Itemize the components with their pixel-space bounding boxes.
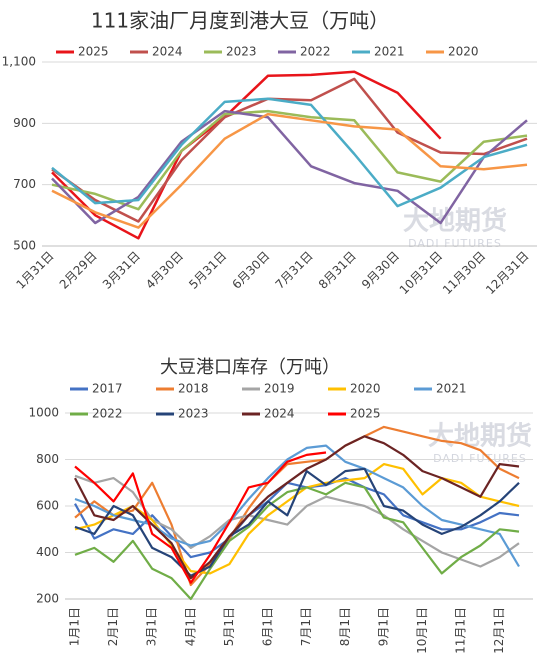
- series-line: [51, 70, 442, 240]
- series-line: [51, 97, 528, 208]
- x-tick-label: 1月1日: [68, 607, 82, 646]
- watermark-sub: DADI FUTURES: [408, 237, 502, 250]
- x-tick-label: 5月31日: [186, 249, 229, 292]
- x-tick-label: 8月31日: [316, 249, 359, 292]
- legend-label: 2023: [226, 45, 257, 59]
- y-tick-label: 1,100: [2, 55, 36, 69]
- watermark: 大地期货: [428, 421, 532, 452]
- legend-label: 2018: [178, 382, 209, 396]
- x-tick-label: 4月30日: [143, 249, 186, 292]
- legend-label: 2017: [92, 382, 123, 396]
- legend-label: 2023: [178, 407, 209, 421]
- legend-label: 2025: [78, 45, 109, 59]
- watermark: 大地期货: [403, 206, 507, 237]
- x-tick-label: 10月31日: [397, 249, 445, 297]
- series-line: [74, 425, 520, 587]
- legend-label: 2022: [300, 45, 331, 59]
- y-tick-label: 900: [13, 116, 36, 130]
- x-tick-label: 11月30日: [440, 249, 488, 297]
- x-tick-label: 12月1日: [492, 607, 506, 654]
- x-tick-label: 9月1日: [376, 607, 390, 646]
- x-tick-label: 11月1日: [454, 607, 468, 654]
- x-tick-label: 9月30日: [359, 249, 402, 292]
- legend-label: 2020: [448, 45, 479, 59]
- x-tick-label: 8月1日: [338, 607, 352, 646]
- chart-title: 111家油厂月度到港大豆（万吨）: [91, 9, 389, 33]
- legend-label: 2024: [264, 407, 295, 421]
- x-tick-label: 2月29日: [57, 249, 100, 292]
- x-tick-label: 1月31日: [14, 249, 57, 292]
- legend-label: 2025: [350, 407, 381, 421]
- x-tick-label: 6月30日: [229, 249, 272, 292]
- legend-label: 2021: [436, 382, 467, 396]
- legend-label: 2020: [350, 382, 381, 396]
- watermark-sub: DADI FUTURES: [433, 452, 527, 465]
- series-line: [74, 474, 520, 568]
- legend-label: 2021: [374, 45, 405, 59]
- x-tick-label: 7月1日: [299, 607, 313, 646]
- y-tick-label: 600: [36, 499, 59, 513]
- y-tick-label: 200: [36, 592, 59, 606]
- x-tick-label: 6月1日: [261, 607, 275, 646]
- x-tick-label: 5月1日: [222, 607, 236, 646]
- series-line: [74, 481, 520, 601]
- legend-label: 2024: [152, 45, 183, 59]
- series-line: [51, 112, 528, 229]
- x-tick-label: 3月31日: [100, 249, 143, 292]
- y-tick-label: 1000: [28, 406, 59, 420]
- x-tick-label: 2月1日: [106, 607, 120, 646]
- series-line: [74, 467, 520, 577]
- series-line: [51, 109, 528, 211]
- legend-label: 2022: [92, 407, 123, 421]
- x-tick-label: 3月1日: [145, 607, 159, 646]
- y-tick-label: 800: [36, 452, 59, 466]
- y-tick-label: 700: [13, 177, 36, 191]
- chart-title: 大豆港口库存（万吨）: [160, 357, 340, 378]
- series-line: [74, 451, 327, 584]
- x-tick-label: 10月1日: [415, 607, 429, 654]
- x-tick-label: 12月31日: [483, 249, 531, 297]
- x-tick-label: 4月1日: [183, 607, 197, 646]
- series-line: [51, 77, 528, 223]
- legend-label: 2019: [264, 382, 295, 396]
- y-tick-label: 400: [36, 545, 59, 559]
- y-tick-label: 500: [13, 239, 36, 253]
- x-tick-label: 7月31日: [273, 249, 316, 292]
